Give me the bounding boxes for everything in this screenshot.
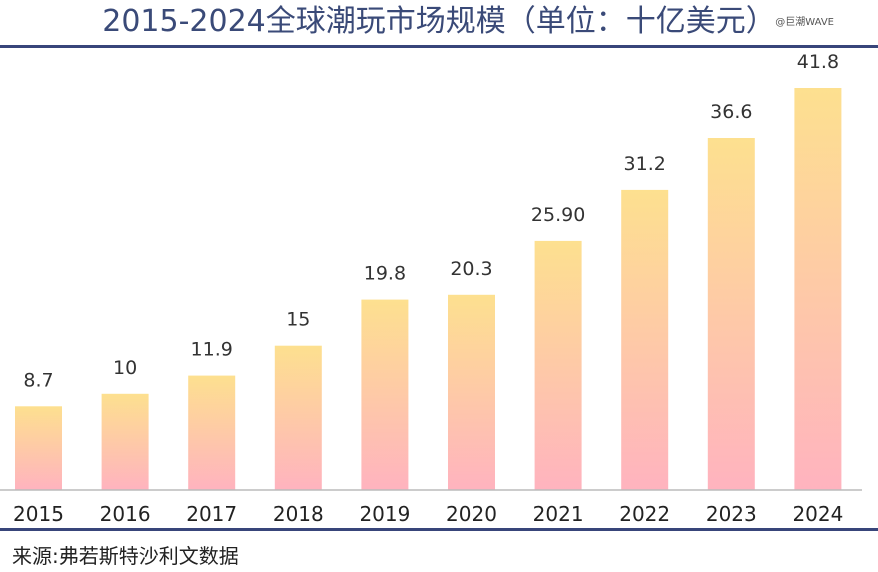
x-tick-2018: 2018	[273, 502, 324, 526]
bar-2024	[794, 88, 842, 490]
value-label-2017: 11.9	[191, 339, 233, 361]
bar-2020	[448, 294, 495, 490]
value-label-2023: 36.6	[710, 101, 752, 123]
x-tick-group: 2015 2016 2017 2018 2019 2020 2021 2022 2023 2024	[13, 502, 843, 526]
x-tick-2015: 2015	[13, 502, 64, 526]
value-label-2020: 20.3	[450, 258, 492, 280]
value-label-2016: 10	[113, 357, 137, 379]
x-tick-2022: 2022	[619, 502, 670, 526]
bar-2021	[534, 240, 582, 490]
x-tick-2016: 2016	[100, 502, 151, 526]
x-tick-2021: 2021	[533, 502, 584, 526]
bar-2023	[707, 138, 755, 490]
value-label-2022: 31.2	[624, 153, 666, 175]
watermark-text: @巨潮WAVE	[773, 13, 836, 28]
x-tick-2023: 2023	[706, 502, 757, 526]
bar-2017	[188, 375, 236, 490]
x-tick-2024: 2024	[792, 502, 843, 526]
bar-2016	[101, 393, 149, 490]
bar-2019	[361, 299, 409, 490]
bar-2018	[274, 345, 322, 490]
x-tick-2017: 2017	[186, 502, 237, 526]
bottom-rule	[0, 528, 878, 531]
value-label-2015: 8.7	[23, 369, 53, 391]
source-note: 来源:弗若斯特沙利文数据	[12, 544, 239, 568]
bar-2022	[621, 189, 669, 490]
x-tick-2020: 2020	[446, 502, 497, 526]
value-label-2021: 25.90	[531, 204, 585, 226]
value-label-group: 8.7 10 11.9 15 19.8 20.3 25.90 31.2 36.6 41.8	[23, 51, 839, 391]
bar-2015	[15, 406, 62, 490]
value-label-2024: 41.8	[797, 51, 839, 73]
chart-title: 2015-2024全球潮玩市场规模（单位：十亿美元）	[102, 4, 776, 39]
x-tick-2019: 2019	[359, 502, 410, 526]
top-rule	[0, 45, 878, 48]
value-label-2018: 15	[286, 309, 310, 331]
value-label-2019: 19.8	[364, 263, 406, 285]
bar-group	[15, 88, 842, 490]
